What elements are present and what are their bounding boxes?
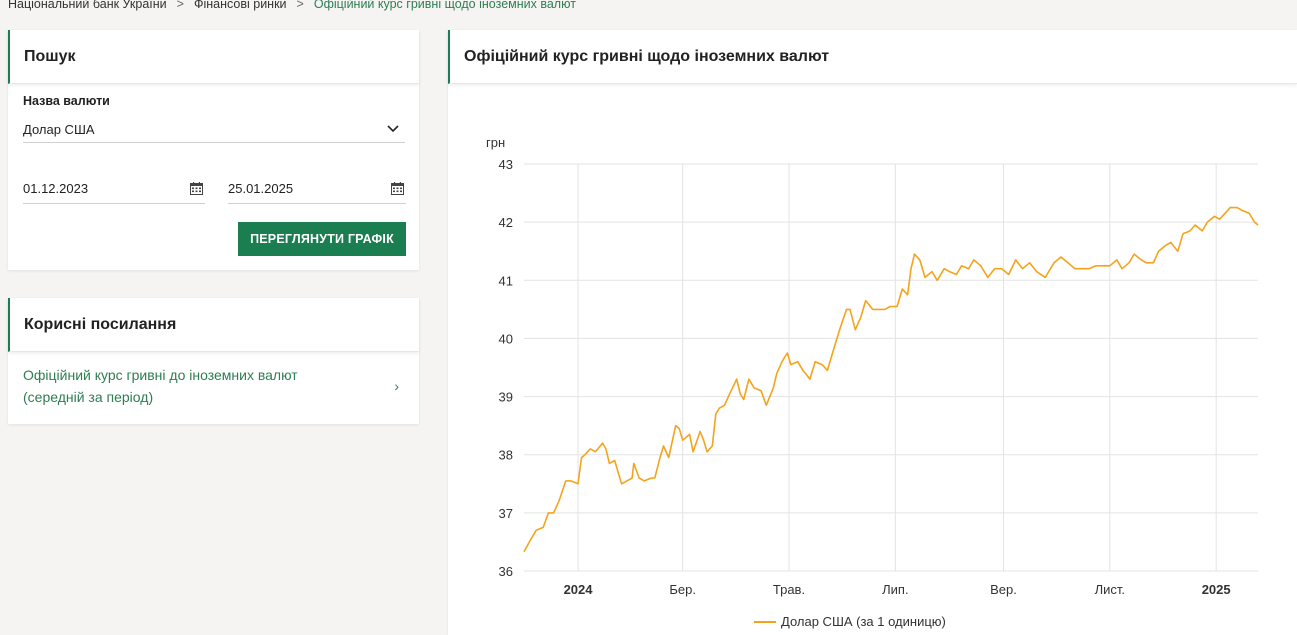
exchange-rate-chart: 36 37 38 39 40 41 42 43 2024 Бер. Трав. Лип. Вер. Лис… — [486, 135, 1259, 629]
y-tick-label: 41 — [499, 273, 513, 288]
search-panel-title: Пошук — [8, 30, 419, 84]
average-rate-link[interactable]: Офіційний курс гривні до іноземних валют… — [23, 364, 398, 408]
y-tick-label: 40 — [499, 331, 513, 346]
currency-select-value: Долар США — [23, 121, 95, 137]
x-tick-label: 2025 — [1202, 582, 1231, 597]
x-tick-label: Бер. — [669, 582, 696, 597]
x-tick-label: 2024 — [564, 582, 594, 597]
date-from-value: 01.12.2023 — [23, 181, 89, 196]
y-tick-label: 36 — [499, 564, 513, 579]
calendar-icon[interactable] — [190, 182, 203, 195]
useful-links-title: Корисні посилання — [8, 298, 419, 352]
breadcrumb-item-nbu[interactable]: Національний банк України — [8, 0, 167, 11]
chart-panel: Офіційний курс гривні щодо іноземних вал… — [448, 30, 1297, 635]
x-tick-label: Трав. — [773, 582, 805, 597]
calendar-icon[interactable] — [391, 182, 404, 195]
breadcrumb-item-financial-markets[interactable]: Фінансові ринки — [193, 0, 287, 11]
x-tick-label: Лип. — [882, 582, 908, 597]
y-tick-label: 39 — [499, 390, 513, 405]
y-tick-label: 38 — [499, 448, 513, 463]
chevron-down-icon — [387, 125, 399, 133]
y-axis-label: грн — [486, 135, 505, 150]
date-from-field[interactable]: 01.12.2023 — [23, 174, 205, 204]
chart-panel-title: Офіційний курс гривні щодо іноземних вал… — [448, 30, 1297, 84]
currency-select[interactable]: Долар США — [23, 116, 405, 143]
breadcrumb-separator: > — [296, 0, 304, 11]
y-tick-label: 37 — [499, 506, 513, 521]
legend-label: Долар США (за 1 одиницю) — [781, 614, 946, 629]
currency-label: Назва валюти — [23, 94, 110, 108]
date-to-value: 25.01.2025 — [228, 181, 294, 196]
y-tick-label: 43 — [499, 157, 513, 172]
y-tick-label: 42 — [499, 215, 513, 230]
average-rate-link-line1: Офіційний курс гривні до іноземних валют — [23, 367, 298, 383]
breadcrumb-separator: > — [176, 0, 184, 11]
search-panel: Пошук Назва валюти Долар США 01.12.2023 … — [8, 30, 419, 270]
date-to-field[interactable]: 25.01.2025 — [228, 174, 406, 204]
series-line-usd — [523, 206, 1259, 553]
average-rate-link-line2: (середній за період) — [23, 389, 154, 405]
view-chart-button[interactable]: ПЕРЕГЛЯНУТИ ГРАФІК — [238, 222, 406, 256]
x-tick-label: Вер. — [990, 582, 1017, 597]
chevron-right-icon[interactable]: › — [394, 378, 399, 394]
breadcrumb: Національний банк України > Фінансові ри… — [8, 0, 576, 11]
breadcrumb-current: Офіційний курс гривні щодо іноземних вал… — [313, 0, 576, 11]
x-tick-label: Лист. — [1095, 582, 1125, 597]
useful-links-panel: Корисні посилання Офіційний курс гривні … — [8, 298, 419, 424]
